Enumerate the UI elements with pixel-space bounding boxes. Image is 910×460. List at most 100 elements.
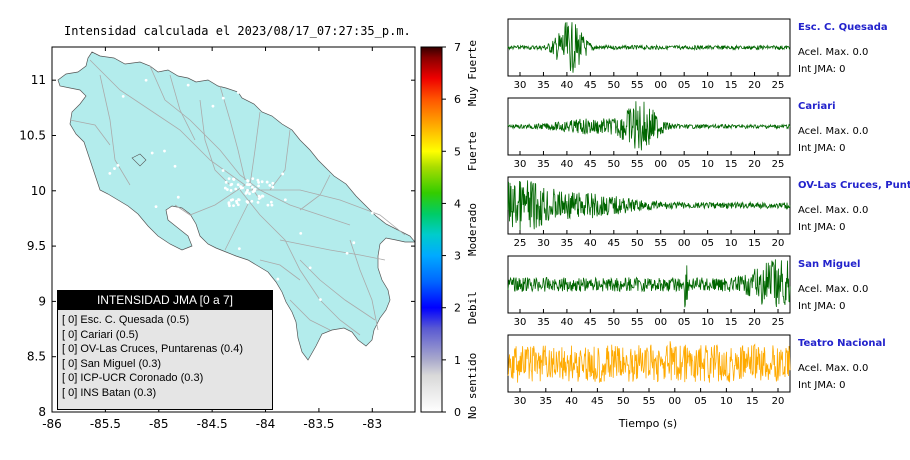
waveform-tick-label: 40 (561, 317, 574, 328)
colorbar-category-label: Debil (466, 291, 479, 324)
legend-list: [ 0] Esc. C. Quesada (0.5)[ 0] Cariari (… (58, 310, 272, 401)
map-y-tick-label: 9 (38, 294, 46, 308)
waveform-tick-label: 35 (537, 317, 550, 328)
waveform-trace (507, 101, 791, 151)
map-point (163, 149, 166, 153)
legend-entry-intensity: [ 0] (62, 372, 78, 385)
colorbar-category-label: Muy Fuerte (466, 40, 479, 106)
map-point (281, 172, 285, 176)
road (299, 259, 376, 321)
waveform-tick-label: 10 (701, 317, 714, 328)
map-point (150, 151, 154, 155)
map-point (299, 232, 303, 235)
map-point (265, 180, 269, 184)
map-point (256, 200, 260, 204)
waveform-tick-label: 20 (772, 238, 785, 249)
map-x-tick-label: -85 (149, 417, 169, 431)
road (289, 299, 331, 331)
colorbar-tick-label: 4 (454, 197, 461, 210)
map-point (116, 163, 120, 167)
legend-entry-label: Esc. C. Quesada (0.5) (77, 314, 190, 326)
map-x-tick-label: -86 (42, 417, 62, 431)
map-point (260, 194, 264, 198)
waveform-tick-label: 00 (654, 80, 667, 91)
station-max-accel: Acel. Max. 0.0 (798, 126, 869, 137)
waveform-tick-label: 15 (725, 80, 738, 91)
waveform-tick-label: 50 (617, 396, 630, 407)
map-point (258, 196, 262, 199)
map-point (308, 266, 312, 270)
map-point (248, 192, 251, 196)
map-point (186, 83, 190, 87)
intensity-colorbar: 0 1 2 3 4 5 6 7 No sentido Debil Moderado Fuerte Mu… (420, 40, 479, 419)
costa-rica-land (57, 51, 415, 361)
intensity-legend: INTENSIDAD JMA [0 a 7] [ 0] Esc. C. Ques… (57, 290, 273, 410)
waveform-tick-label: 05 (694, 396, 707, 407)
map-point (288, 119, 291, 122)
waveform-panel: 30 35 40 45 50 55 00 05 10 15 20 25 (507, 18, 791, 91)
map-point (176, 195, 180, 199)
waveform-tick-label: 55 (643, 396, 656, 407)
map-point (121, 95, 125, 98)
road (245, 189, 406, 236)
road-network (69, 59, 406, 336)
map-x-tick-label: -83 (362, 417, 382, 431)
map-point (283, 115, 286, 119)
map-point (268, 184, 272, 187)
legend-entry-intensity: [ 0] (62, 386, 78, 399)
map-point (144, 78, 148, 82)
road (224, 199, 251, 251)
waveform-tick-label: 20 (772, 396, 785, 407)
map-x-axis: -86 -85.5 -85 -84.5 -84 -83.5 -83 (42, 47, 382, 431)
map-point (239, 185, 243, 188)
map-y-tick-label: 10.5 (19, 128, 46, 142)
waveform-trace (507, 259, 791, 308)
map-point (237, 198, 240, 201)
colorbar-tick-label: 6 (454, 93, 461, 106)
waveform-tick-label: 45 (607, 238, 620, 249)
waveform-tick-label: 50 (607, 317, 620, 328)
map-point (271, 181, 275, 185)
waveform-tick-label: 10 (725, 238, 738, 249)
waveform-tick-label: 10 (701, 80, 714, 91)
station-max-accel: Acel. Max. 0.0 (798, 284, 869, 295)
map-point (221, 169, 225, 172)
map-point (345, 251, 349, 255)
waveform-tick-label: 20 (748, 317, 761, 328)
map-point (283, 198, 287, 202)
station-jma-intensity: Int JMA: 0 (798, 380, 846, 391)
waveform-tick-label: 55 (654, 238, 667, 249)
legend-entry-intensity: [ 0] (62, 314, 78, 326)
legend-entry: [ 0] San Miguel (0.3) (62, 357, 272, 372)
waveform-panel: 30 35 40 45 50 55 00 05 10 15 20 (507, 334, 791, 407)
waveform-tick-label: 45 (584, 159, 597, 170)
waveform-tick-label: 40 (561, 159, 574, 170)
map-point (257, 181, 260, 184)
road (219, 85, 246, 181)
map-point (370, 211, 374, 215)
colorbar-tick-label: 2 (454, 302, 461, 315)
map-point (227, 177, 231, 180)
waveform-tick-label: 25 (514, 238, 527, 249)
page-title: Intensidad calculada el 2023/08/17_07:27… (64, 24, 411, 38)
map-point (319, 298, 322, 301)
waveform-tick-label: 30 (514, 159, 527, 170)
waveform-tick-label: 10 (701, 159, 714, 170)
map-point (256, 178, 260, 182)
road (349, 239, 379, 331)
station-jma-intensity: Int JMA: 0 (798, 64, 846, 75)
road (89, 59, 246, 186)
waveform-tick-label: 50 (631, 238, 644, 249)
map-point (266, 203, 270, 207)
waveform-tick-label: 00 (654, 159, 667, 170)
road (199, 99, 231, 186)
waveform-tick-label: 55 (631, 317, 644, 328)
map-point (246, 201, 250, 204)
map-y-axis: 8 8.5 9 9.5 10 10.5 11 (19, 73, 415, 419)
station-jma-intensity: Int JMA: 0 (798, 301, 846, 312)
map-point (224, 180, 228, 184)
waveform-tick-label: 50 (607, 159, 620, 170)
road (69, 119, 111, 146)
colorbar-category-label: Fuerte (466, 131, 479, 171)
